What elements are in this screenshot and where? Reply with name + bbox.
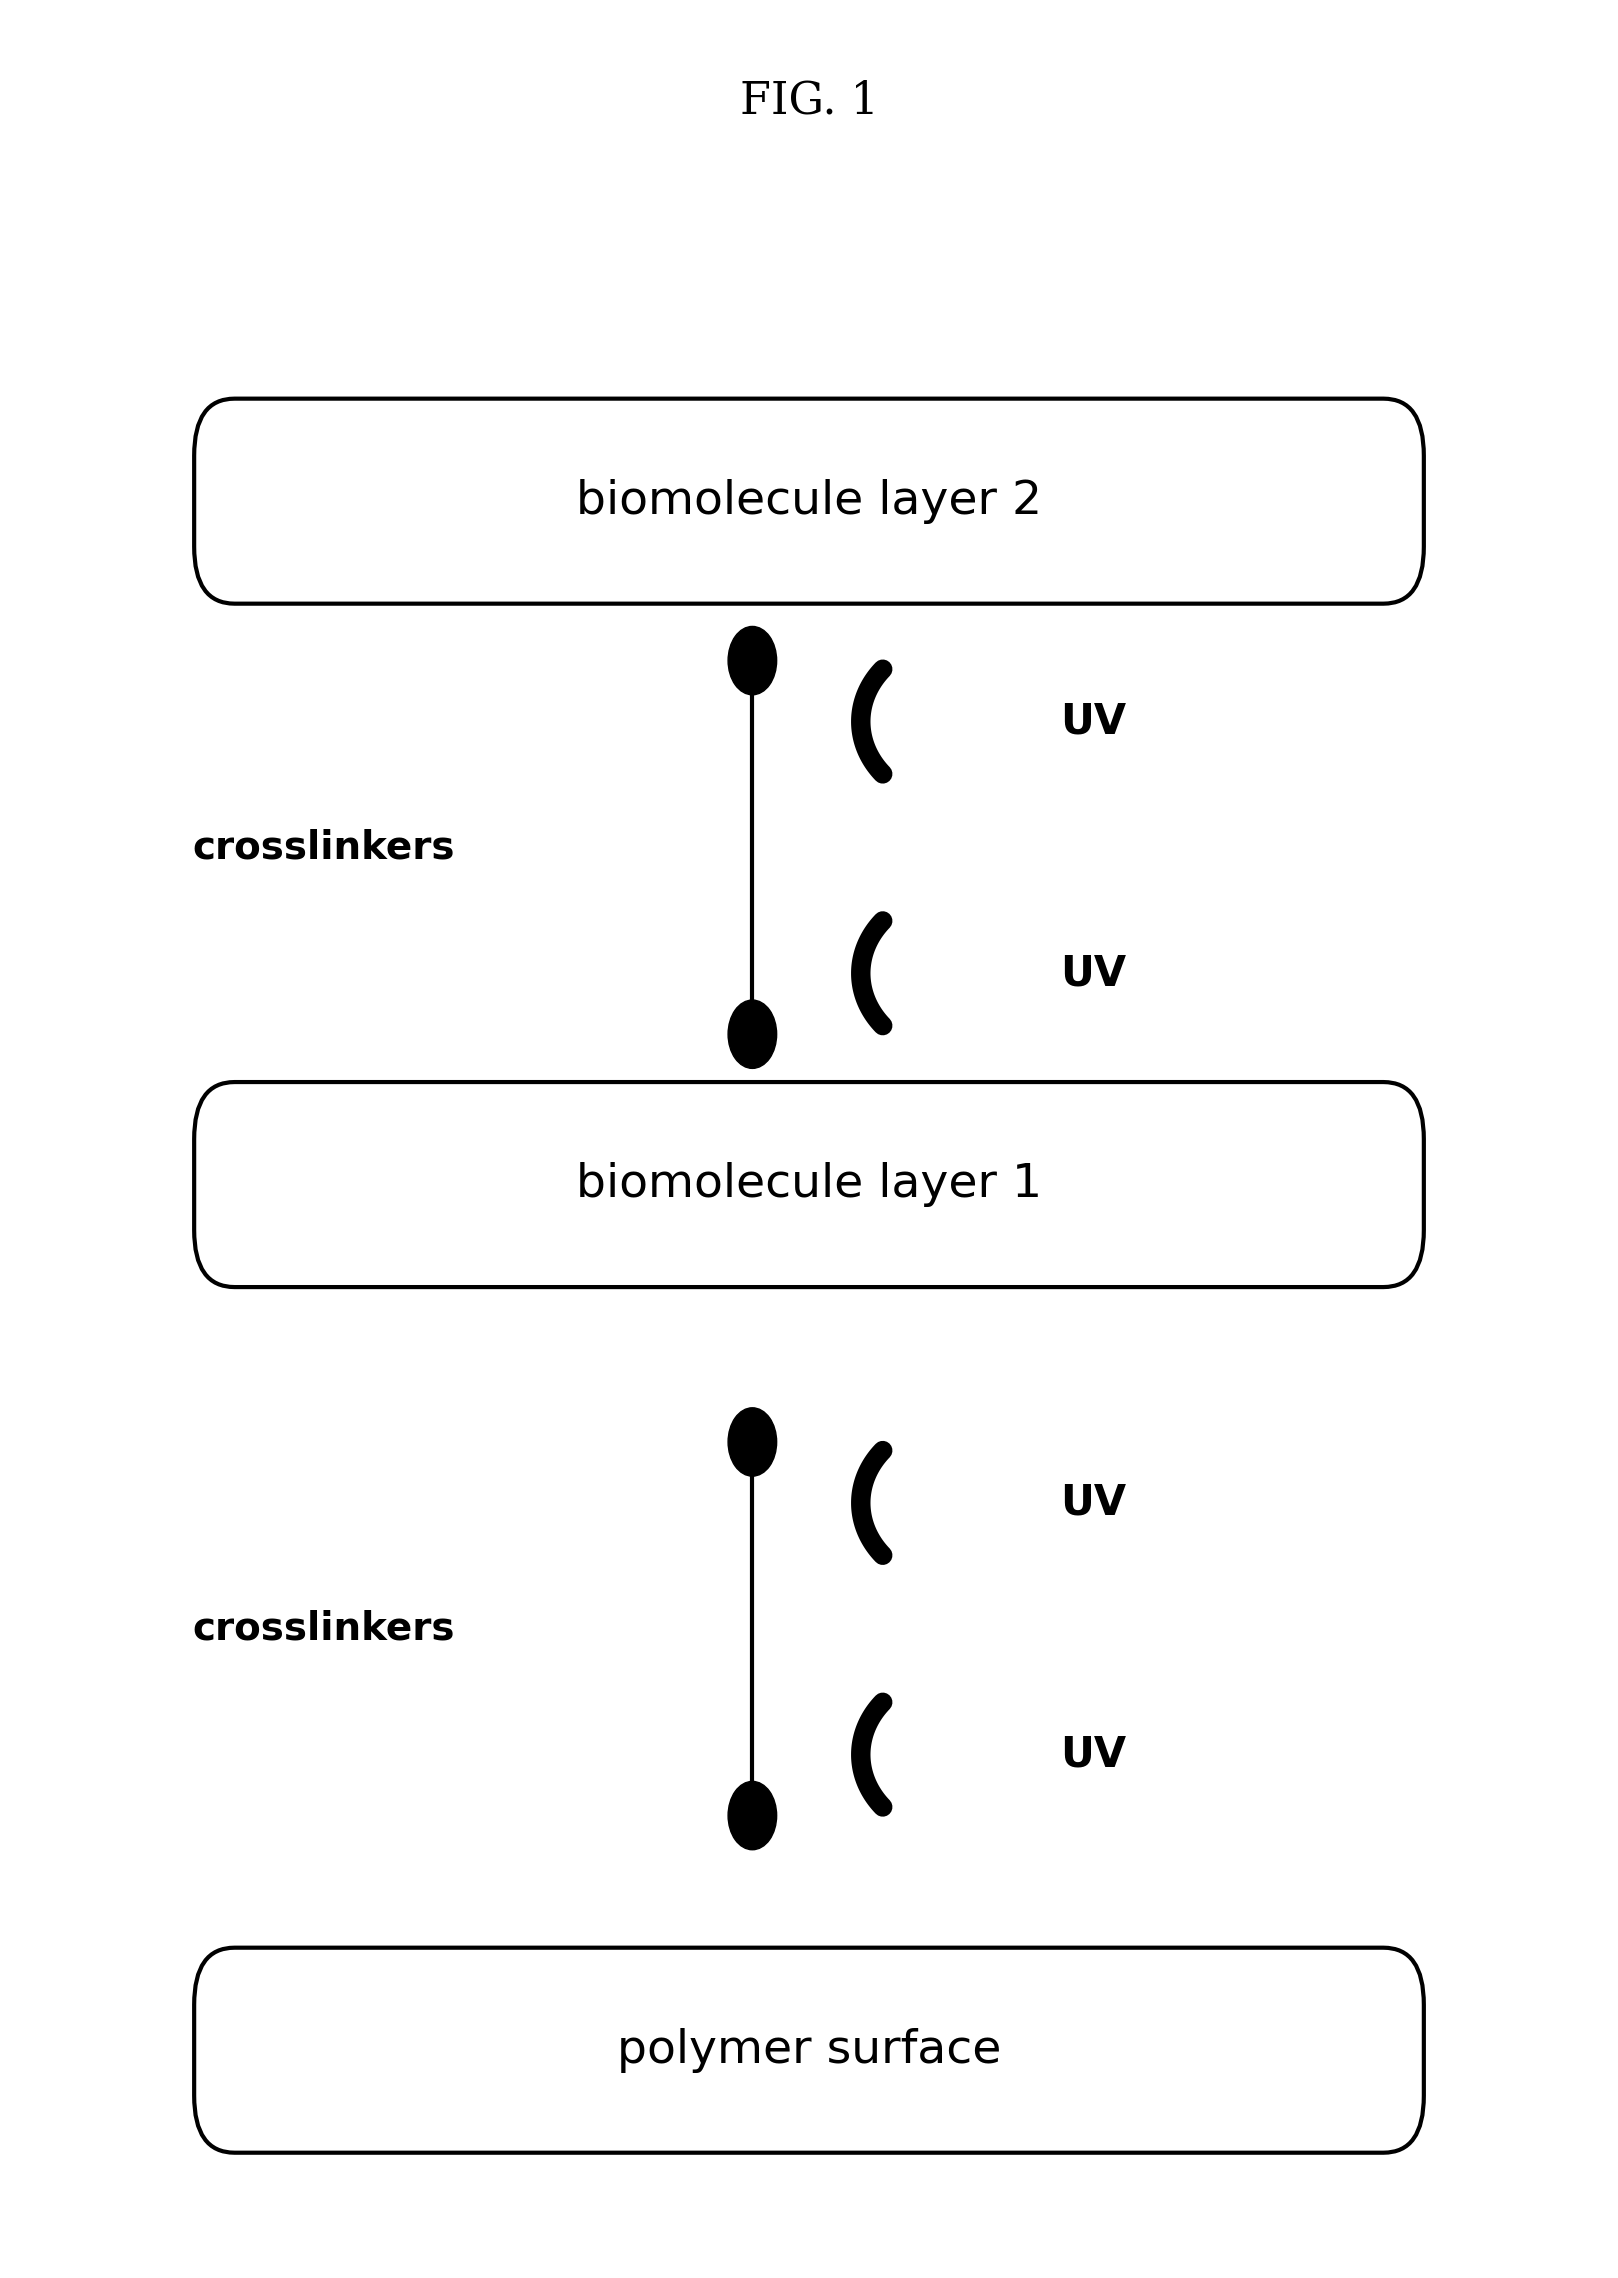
Text: UV: UV bbox=[1060, 952, 1126, 993]
Circle shape bbox=[728, 1000, 777, 1068]
FancyBboxPatch shape bbox=[194, 399, 1424, 604]
Circle shape bbox=[728, 1408, 777, 1476]
Circle shape bbox=[728, 626, 777, 695]
Text: FIG. 1: FIG. 1 bbox=[739, 80, 879, 123]
Text: UV: UV bbox=[1060, 1483, 1126, 1524]
Text: crosslinkers: crosslinkers bbox=[193, 829, 455, 866]
Text: biomolecule layer 2: biomolecule layer 2 bbox=[576, 478, 1042, 524]
Text: polymer surface: polymer surface bbox=[616, 2027, 1002, 2073]
FancyBboxPatch shape bbox=[194, 1948, 1424, 2153]
FancyBboxPatch shape bbox=[194, 1082, 1424, 1287]
Text: UV: UV bbox=[1060, 1734, 1126, 1775]
Text: UV: UV bbox=[1060, 702, 1126, 743]
Text: biomolecule layer 1: biomolecule layer 1 bbox=[576, 1162, 1042, 1207]
Text: crosslinkers: crosslinkers bbox=[193, 1611, 455, 1647]
Circle shape bbox=[728, 1781, 777, 1850]
